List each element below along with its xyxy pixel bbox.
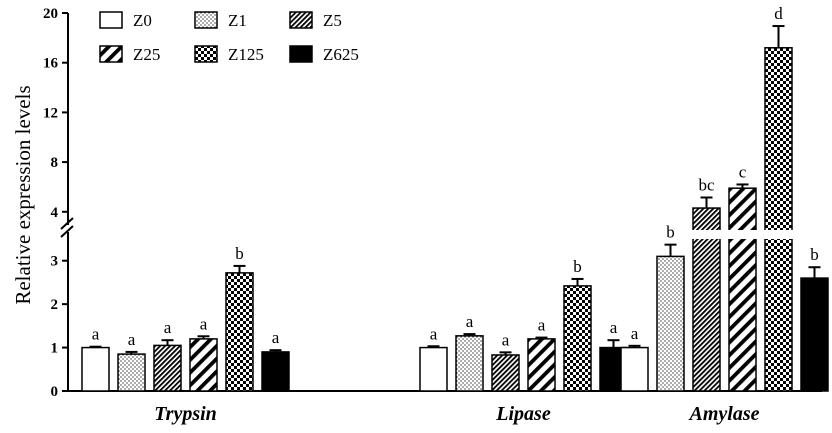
bar-amylase-z0 — [620, 346, 649, 392]
legend-swatch-z0 — [99, 11, 123, 29]
legend: Z0 Z1 Z5 Z25 Z125 Z625 — [99, 11, 359, 64]
significance-label: c — [739, 162, 747, 181]
bar-trypsin-z625 — [261, 351, 290, 392]
bar-amylase-z125 — [764, 47, 793, 392]
legend-label-z125: Z125 — [228, 45, 264, 64]
legend-label-z5: Z5 — [323, 11, 342, 30]
significance-label: b — [666, 223, 675, 242]
bar-trypsin-z125 — [225, 272, 254, 392]
y-tick-label: 8 — [51, 155, 59, 171]
bar-trypsin-z1 — [117, 353, 146, 392]
category-label-trypsin: Trypsin — [154, 403, 217, 425]
bar-trypsin-z0 — [81, 346, 110, 392]
bar-trypsin-z5 — [153, 344, 182, 392]
significance-label: a — [92, 325, 100, 344]
y-tick-label: 3 — [51, 254, 59, 270]
significance-label: a — [466, 312, 474, 331]
significance-label: a — [128, 330, 136, 349]
significance-label: a — [538, 316, 546, 335]
significance-label: a — [502, 330, 510, 349]
legend-swatch-z25 — [99, 45, 123, 63]
significance-label: bc — [698, 176, 715, 195]
significance-label: a — [164, 318, 172, 337]
bar-amylase-z1 — [656, 255, 685, 392]
bar-lipase-z5 — [491, 354, 520, 392]
y-axis-title: Relative expression levels — [11, 85, 35, 304]
category-label-lipase: Lipase — [495, 403, 551, 425]
legend-swatch-z625 — [289, 45, 313, 63]
significance-label: b — [573, 257, 582, 276]
axis-break-mark — [60, 225, 74, 238]
legend-label-z25: Z25 — [133, 45, 160, 64]
legend-swatch-z125 — [194, 45, 218, 63]
significance-label: a — [430, 324, 438, 343]
category-labels: Trypsin Lipase Amylase — [154, 403, 759, 425]
legend-label-z625: Z625 — [323, 45, 359, 64]
significance-label: d — [774, 4, 783, 23]
significance-label: a — [272, 328, 280, 347]
bar-trypsin-z25 — [189, 338, 218, 392]
significance-label: a — [631, 324, 639, 343]
bar-break-gap — [692, 230, 721, 239]
legend-label-z1: Z1 — [228, 11, 247, 30]
bar-break-gap — [728, 230, 757, 239]
y-tick-label: 1 — [51, 341, 59, 357]
bar-amylase-z625 — [800, 277, 829, 392]
category-label-amylase: Amylase — [688, 403, 760, 425]
y-tick-label: 20 — [43, 6, 58, 22]
bar-break-gap — [764, 230, 793, 239]
axis-break-mark — [60, 217, 74, 230]
significance-label: a — [200, 314, 208, 333]
y-tick-label: 2 — [51, 297, 59, 313]
legend-swatch-z5 — [289, 11, 313, 29]
y-tick-label: 4 — [51, 205, 59, 221]
legend-label-z0: Z0 — [133, 11, 152, 30]
y-tick-label: 12 — [43, 105, 58, 121]
bar-lipase-z0 — [419, 346, 448, 392]
legend-swatch-z1 — [194, 11, 218, 29]
bar-amylase-z25 — [728, 187, 757, 392]
significance-label: a — [610, 318, 618, 337]
bar-lipase-z125 — [563, 285, 592, 392]
y-tick-label: 0 — [51, 384, 59, 400]
bar-lipase-z25 — [527, 338, 556, 392]
significance-label: b — [810, 245, 819, 264]
bar-lipase-z1 — [455, 335, 484, 392]
significance-label: b — [235, 244, 244, 263]
y-tick-label: 16 — [43, 56, 59, 72]
